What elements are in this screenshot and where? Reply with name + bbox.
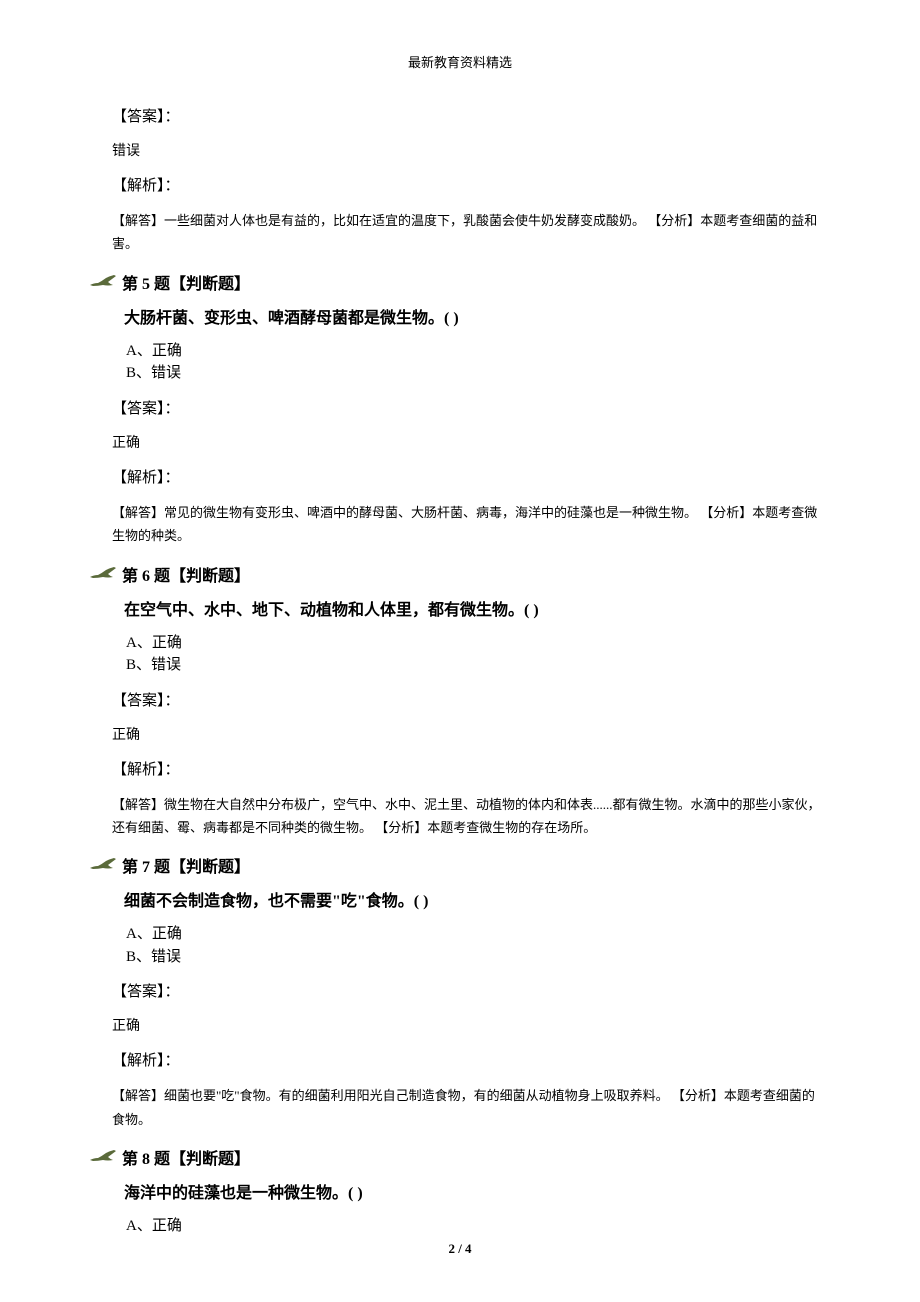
question-7: 第 7 题【判断题】 细菌不会制造食物，也不需要"吃"食物。( ) A、正确 B… — [104, 853, 824, 1131]
answer-value: 正确 — [112, 432, 824, 452]
answer-value: 正确 — [112, 724, 824, 744]
bird-icon — [88, 856, 118, 874]
question-text: 在空气中、水中、地下、动植物和人体里，都有微生物。( ) — [124, 596, 824, 620]
analysis-text: 【解答】细菌也要"吃"食物。有的细菌利用阳光自己制造食物，有的细菌从动植物身上吸… — [112, 1084, 824, 1131]
option-item: A、正确 — [126, 923, 824, 946]
question-number: 第 5 题【判断题】 — [122, 270, 250, 294]
answer-value: 正确 — [112, 1015, 824, 1035]
options-list: A、正确 — [126, 1215, 824, 1238]
options-list: A、正确 B、错误 — [126, 340, 824, 385]
question-number: 第 6 题【判断题】 — [122, 562, 250, 586]
analysis-label: 【解析】： — [112, 1049, 824, 1070]
answer-label: 【答案】： — [112, 397, 824, 418]
question-6: 第 6 题【判断题】 在空气中、水中、地下、动植物和人体里，都有微生物。( ) … — [104, 562, 824, 840]
options-list: A、正确 B、错误 — [126, 923, 824, 968]
answer-value: 错误 — [112, 140, 824, 160]
page-header: 最新教育资料精选 — [0, 52, 920, 71]
question-header: 第 8 题【判断题】 — [88, 1145, 824, 1169]
question-text: 海洋中的硅藻也是一种微生物。( ) — [124, 1179, 824, 1203]
question-header: 第 5 题【判断题】 — [88, 270, 824, 294]
answer-label: 【答案】： — [112, 689, 824, 710]
question-5: 第 5 题【判断题】 大肠杆菌、变形虫、啤酒酵母菌都是微生物。( ) A、正确 … — [104, 270, 824, 548]
option-item: A、正确 — [126, 340, 824, 363]
option-item: A、正确 — [126, 1215, 824, 1238]
analysis-label: 【解析】： — [112, 758, 824, 779]
bird-icon — [88, 273, 118, 291]
option-item: A、正确 — [126, 632, 824, 655]
question-header: 第 6 题【判断题】 — [88, 562, 824, 586]
content-area: 【答案】： 错误 【解析】： 【解答】一些细菌对人体也是有益的，比如在适宜的温度… — [104, 105, 824, 1250]
analysis-text: 【解答】一些细菌对人体也是有益的，比如在适宜的温度下，乳酸菌会使牛奶发酵变成酸奶… — [112, 209, 824, 256]
answer-label: 【答案】： — [112, 980, 824, 1001]
answer-label: 【答案】： — [112, 105, 824, 126]
analysis-label: 【解析】： — [112, 466, 824, 487]
question-8: 第 8 题【判断题】 海洋中的硅藻也是一种微生物。( ) A、正确 — [104, 1145, 824, 1238]
question-text: 大肠杆菌、变形虫、啤酒酵母菌都是微生物。( ) — [124, 304, 824, 328]
bird-icon — [88, 565, 118, 583]
analysis-text: 【解答】微生物在大自然中分布极广，空气中、水中、泥土里、动植物的体内和体表...… — [112, 793, 824, 840]
question-4-partial: 【答案】： 错误 【解析】： 【解答】一些细菌对人体也是有益的，比如在适宜的温度… — [104, 105, 824, 256]
bird-icon — [88, 1148, 118, 1166]
page-number: 2 / 4 — [0, 1241, 920, 1257]
question-number: 第 8 题【判断题】 — [122, 1145, 250, 1169]
analysis-text: 【解答】常见的微生物有变形虫、啤酒中的酵母菌、大肠杆菌、病毒，海洋中的硅藻也是一… — [112, 501, 824, 548]
question-text: 细菌不会制造食物，也不需要"吃"食物。( ) — [124, 887, 824, 911]
option-item: B、错误 — [126, 654, 824, 677]
option-item: B、错误 — [126, 946, 824, 969]
options-list: A、正确 B、错误 — [126, 632, 824, 677]
question-number: 第 7 题【判断题】 — [122, 853, 250, 877]
analysis-label: 【解析】： — [112, 174, 824, 195]
question-header: 第 7 题【判断题】 — [88, 853, 824, 877]
option-item: B、错误 — [126, 362, 824, 385]
